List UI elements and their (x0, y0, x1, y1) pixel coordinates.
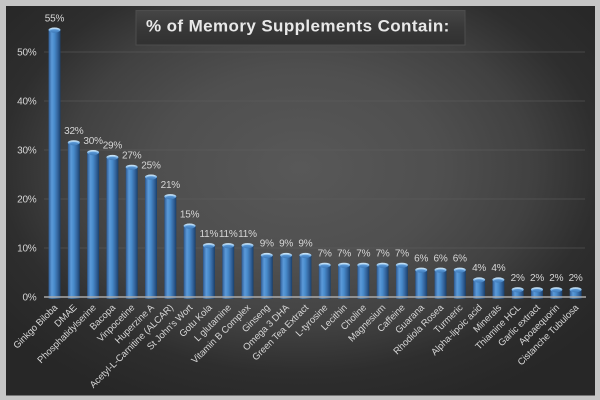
svg-text:40%: 40% (17, 97, 37, 108)
svg-text:% of Memory Supplements Contai: % of Memory Supplements Contain: (146, 17, 450, 36)
svg-text:25%: 25% (141, 160, 161, 171)
svg-text:7%: 7% (356, 249, 370, 260)
svg-text:4%: 4% (491, 263, 505, 274)
svg-text:30%: 30% (83, 136, 103, 147)
svg-text:50%: 50% (17, 48, 37, 59)
svg-text:27%: 27% (122, 151, 142, 162)
svg-text:7%: 7% (395, 249, 409, 260)
svg-text:4%: 4% (472, 263, 486, 274)
svg-text:2%: 2% (569, 273, 583, 284)
svg-text:55%: 55% (45, 13, 65, 24)
svg-text:2%: 2% (549, 273, 563, 284)
svg-text:29%: 29% (103, 141, 123, 152)
svg-text:7%: 7% (318, 249, 332, 260)
svg-text:10%: 10% (17, 244, 37, 255)
svg-text:21%: 21% (161, 180, 181, 191)
svg-text:11%: 11% (200, 229, 219, 240)
svg-text:20%: 20% (17, 195, 37, 206)
svg-text:11%: 11% (238, 229, 257, 240)
svg-text:6%: 6% (453, 253, 467, 264)
svg-text:15%: 15% (180, 209, 200, 220)
svg-text:0%: 0% (22, 293, 36, 304)
svg-text:9%: 9% (260, 239, 274, 250)
svg-text:9%: 9% (279, 239, 293, 250)
svg-text:30%: 30% (17, 146, 37, 157)
svg-text:2%: 2% (530, 273, 544, 284)
svg-text:7%: 7% (337, 249, 351, 260)
svg-text:32%: 32% (64, 126, 84, 137)
svg-text:7%: 7% (376, 249, 390, 260)
svg-text:2%: 2% (511, 273, 525, 284)
svg-text:6%: 6% (414, 253, 428, 264)
svg-text:6%: 6% (433, 253, 447, 264)
svg-text:11%: 11% (219, 229, 238, 240)
svg-text:9%: 9% (298, 239, 312, 250)
